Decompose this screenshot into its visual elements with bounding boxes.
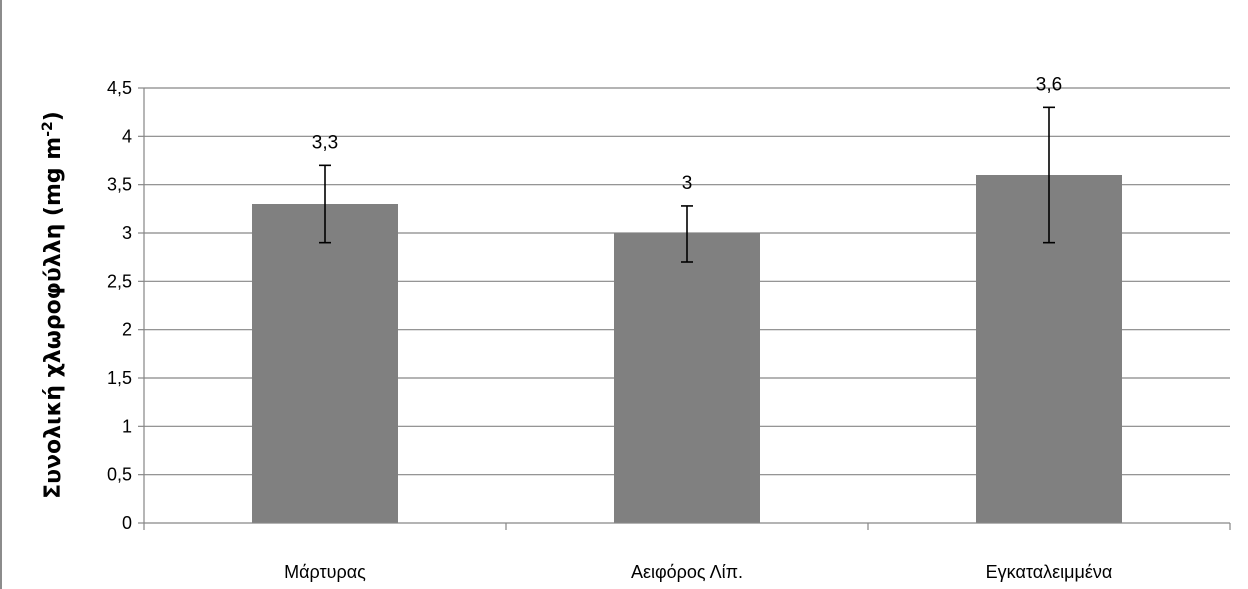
x-tick-label: Αειφόρος Λίπ. (631, 562, 743, 582)
axes (138, 87, 1231, 530)
bar (614, 233, 760, 523)
data-label: 3,6 (1036, 74, 1062, 95)
bar (252, 204, 398, 523)
data-label: 3,3 (312, 132, 338, 153)
data-label: 3 (682, 173, 693, 194)
y-axis-title: Συνολική χλωροφύλλη (mg m-2) (40, 111, 66, 499)
y-tick-labels: 0 0,5 1 1,5 2 2,5 3 3,5 4 4,5 (107, 78, 132, 533)
y-tick-label: 1 (122, 416, 132, 436)
error-bar (681, 205, 693, 263)
y-tick-label: 0 (122, 513, 132, 533)
error-bars (319, 106, 1055, 263)
x-tick-label: Μάρτυρας (284, 562, 366, 582)
error-bar (319, 164, 331, 244)
data-labels: 3,3 3 3,6 (312, 74, 1062, 194)
y-tick-label: 0,5 (107, 465, 132, 485)
y-tick-label: 2,5 (107, 271, 132, 291)
y-tick-label: 2 (122, 320, 132, 340)
error-bar (1043, 106, 1055, 244)
y-tick-label: 3 (122, 223, 132, 243)
y-tick-label: 3,5 (107, 175, 132, 195)
y-tick-label: 1,5 (107, 368, 132, 388)
x-tick-label: Εγκαταλειμμένα (986, 562, 1113, 582)
y-tick-label: 4 (122, 126, 132, 146)
y-tick-label: 4,5 (107, 78, 132, 98)
x-tick-labels: Μάρτυρας Αειφόρος Λίπ. Εγκαταλειμμένα (284, 562, 1112, 582)
